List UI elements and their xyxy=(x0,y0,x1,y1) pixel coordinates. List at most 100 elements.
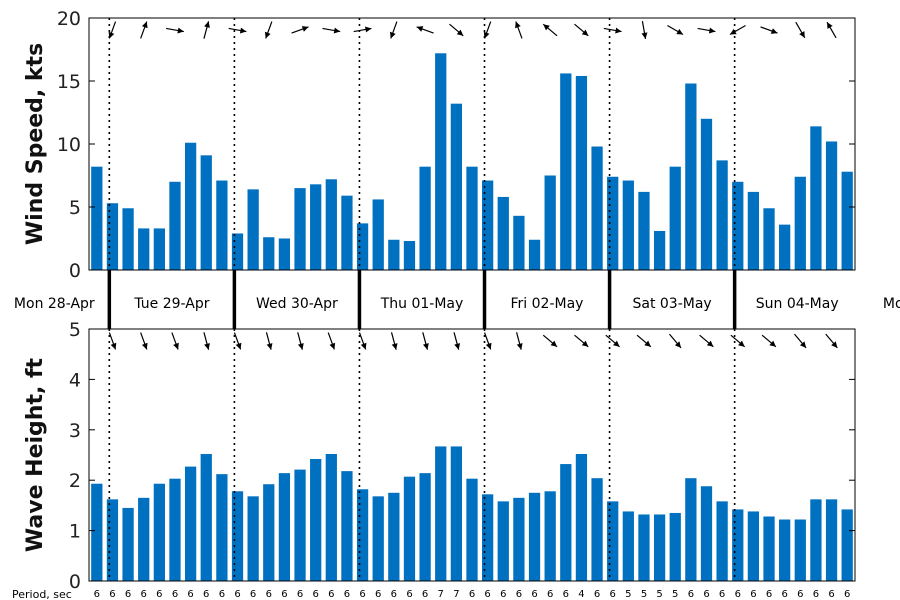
wave-bar xyxy=(169,478,181,581)
wave-bar xyxy=(622,511,634,581)
wind-bar xyxy=(169,181,181,270)
wave-bar xyxy=(575,453,588,581)
wave-ytick-label: 3 xyxy=(69,420,81,442)
wave-ytick-label: 5 xyxy=(69,319,81,341)
wave-direction-arrow xyxy=(327,332,336,350)
wind-bar xyxy=(450,103,462,271)
wind-bar xyxy=(794,176,806,270)
period-value: 6 xyxy=(219,589,225,600)
wind-bar xyxy=(388,239,400,270)
wind-bar xyxy=(294,188,306,270)
wave-bar xyxy=(528,492,541,581)
wave-bar xyxy=(247,496,259,581)
wave-direction-arrow xyxy=(636,334,652,348)
wave-direction-arrow xyxy=(233,332,242,350)
wave-direction-arrow xyxy=(140,332,148,350)
wave-bar xyxy=(138,497,150,581)
wind-direction-arrow xyxy=(574,23,589,37)
wind-bar xyxy=(591,146,603,270)
wave-bar xyxy=(184,466,197,581)
period-value: 6 xyxy=(844,589,850,600)
period-value: 6 xyxy=(406,589,412,600)
wave-direction-arrow xyxy=(108,332,117,350)
day-label: Tue 29-Apr xyxy=(133,296,209,312)
wind-bar xyxy=(747,191,760,270)
period-value: 6 xyxy=(563,589,569,600)
wind-bar xyxy=(513,215,525,270)
period-value: 6 xyxy=(484,589,490,600)
wave-direction-arrow xyxy=(390,332,398,350)
wave-direction-arrow xyxy=(453,332,461,350)
wave-direction-arrow xyxy=(699,334,714,348)
wave-bar xyxy=(732,509,744,581)
wave-bar xyxy=(91,483,103,581)
wind-bar xyxy=(216,180,228,270)
day-label: Thu 01-May xyxy=(380,296,464,312)
period-value: 6 xyxy=(594,589,600,600)
wind-bar xyxy=(560,73,572,270)
wave-bar xyxy=(638,514,650,581)
wave-bar xyxy=(716,501,728,581)
wave-bar xyxy=(810,499,822,581)
wave-bar xyxy=(216,474,228,581)
wave-bar xyxy=(466,478,478,581)
period-value: 6 xyxy=(422,589,428,600)
wind-direction-arrow xyxy=(322,27,341,34)
wave-ytick-label: 4 xyxy=(69,369,81,391)
wave-bar xyxy=(231,491,244,581)
day-label: Wed 30-Apr xyxy=(256,296,338,312)
period-value: 5 xyxy=(625,589,631,600)
wind-direction-arrow xyxy=(667,24,684,36)
wind-bar xyxy=(466,166,478,270)
wind-direction-arrow xyxy=(166,27,184,34)
period-value: 6 xyxy=(797,589,803,600)
wind-bar xyxy=(91,166,103,270)
period-value: 6 xyxy=(813,589,819,600)
wind-bar xyxy=(419,166,431,270)
wave-bar xyxy=(278,473,291,581)
wave-direction-arrow xyxy=(265,332,273,350)
wind-direction-arrow xyxy=(449,23,464,37)
wave-bar xyxy=(122,507,134,581)
day-label: Fri 02-May xyxy=(511,296,584,312)
wind-bar xyxy=(810,126,822,270)
wind-direction-arrow xyxy=(826,21,837,39)
wind-direction-arrow xyxy=(389,21,398,39)
wave-bar xyxy=(841,509,853,581)
period-value: 6 xyxy=(703,589,709,600)
wind-ytick-label: 10 xyxy=(57,134,81,156)
wave-bar xyxy=(450,446,462,581)
wave-direction-arrow xyxy=(730,334,746,348)
day-label: Mon 28-Apr xyxy=(14,296,95,312)
period-value: 6 xyxy=(500,589,506,600)
period-value: 5 xyxy=(672,589,678,600)
wind-bar xyxy=(278,238,291,270)
wave-bar xyxy=(263,484,275,581)
wind-bar xyxy=(231,233,244,270)
wave-bar xyxy=(700,486,713,581)
period-value: 6 xyxy=(328,589,334,600)
wind-bar xyxy=(528,239,541,270)
wind-direction-arrow xyxy=(416,26,434,34)
day-label: Sun 04-May xyxy=(756,296,839,312)
wave-bar xyxy=(294,469,306,581)
wind-direction-arrow xyxy=(483,21,492,39)
wave-bar xyxy=(419,473,431,581)
wave-bar xyxy=(779,519,791,581)
wind-bar xyxy=(482,180,494,270)
wave-bar xyxy=(763,516,775,581)
period-value: 6 xyxy=(313,589,319,600)
wind-bar xyxy=(575,75,588,271)
wind-direction-arrow xyxy=(228,27,247,34)
wave-bar xyxy=(794,519,806,581)
wind-direction-arrow xyxy=(515,21,523,39)
wind-bar xyxy=(325,179,337,270)
wind-bar xyxy=(341,195,353,270)
wind-bar xyxy=(841,171,853,270)
wind-direction-arrow xyxy=(264,21,273,39)
wind-direction-arrow xyxy=(795,21,806,39)
wind-ytick-label: 0 xyxy=(69,260,81,282)
period-value: 6 xyxy=(172,589,178,600)
wave-bar xyxy=(607,501,619,581)
wind-bar xyxy=(544,175,556,270)
